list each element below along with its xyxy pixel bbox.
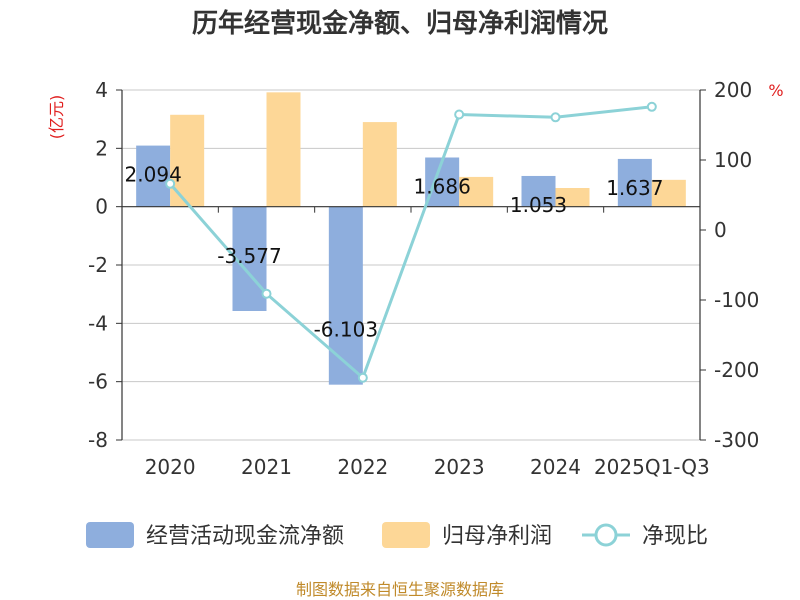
y-left-axis-label: (亿元) <box>47 95 66 140</box>
bar-cash <box>425 157 460 207</box>
ratio-point <box>454 109 465 120</box>
ratio-line <box>169 105 652 381</box>
ratio-point <box>550 112 561 123</box>
y-left-tick-label: -4 <box>88 311 108 335</box>
bar-cash <box>617 158 652 207</box>
y-right-tick-label: -100 <box>714 288 759 312</box>
axis-layer: 4 2 0 -2 -4 -6 -8 200 100 0 -100 -200 -300 2020 2021 20… <box>88 78 759 479</box>
y-left-tick-label: 2 <box>95 136 108 160</box>
ratio-point <box>261 288 272 299</box>
bar-profit <box>651 179 686 207</box>
grid-layer <box>122 89 700 441</box>
source-note: 制图数据来自恒生聚源数据库 <box>296 580 504 599</box>
y-right-axis-label: % <box>768 81 783 100</box>
bar-data-label: 1.686 <box>414 174 471 198</box>
bar-data-label: -3.577 <box>217 244 281 268</box>
chart-title: 历年经营现金净额、归母净利润情况 <box>192 8 608 39</box>
y-right-tick-label: 200 <box>714 78 752 102</box>
legend[interactable]: 经营活动现金流净额 归母净利润 净现比 <box>86 522 708 549</box>
data-label-layer: 2.094 -3.577 -6.103 1.686 1.053 1.637 <box>125 163 664 342</box>
legend-label-cash: 经营活动现金流净额 <box>146 524 344 549</box>
ratio-point <box>646 101 657 112</box>
x-tick-label: 2024 <box>530 455 581 479</box>
bar-profit <box>459 176 494 207</box>
bar-profit <box>362 122 397 207</box>
bar-data-label: 1.637 <box>606 176 663 200</box>
legend-label-ratio: 净现比 <box>642 524 708 549</box>
y-right-tick-label: 0 <box>714 218 727 242</box>
legend-swatch-cash <box>86 522 134 548</box>
legend-label-profit: 归母净利润 <box>442 524 552 549</box>
bar-cash <box>521 175 556 207</box>
bar-profit <box>170 114 205 207</box>
x-tick-label: 2023 <box>434 455 485 479</box>
y-right-tick-label: -200 <box>714 358 759 382</box>
legend-swatch-ratio-marker <box>594 523 618 547</box>
bar-profit <box>266 92 301 207</box>
y-left-tick-label: -6 <box>88 370 108 394</box>
bar-cash <box>136 145 171 207</box>
bar-data-label: -6.103 <box>314 318 378 342</box>
bar-profit <box>555 188 590 207</box>
bar-layer <box>136 92 686 385</box>
ratio-point <box>165 178 176 189</box>
y-left-tick-label: -2 <box>88 253 108 277</box>
bar-cash <box>328 206 363 385</box>
legend-item-cash[interactable]: 经营活动现金流净额 <box>86 522 344 549</box>
legend-item-profit[interactable]: 归母净利润 <box>382 522 552 549</box>
x-tick-label: 2020 <box>145 455 196 479</box>
y-right-tick-label: -300 <box>714 428 759 452</box>
legend-swatch-profit <box>382 522 430 548</box>
y-right-tick-label: 100 <box>714 148 752 172</box>
y-left-tick-label: 0 <box>95 195 108 219</box>
x-tick-label: 2025Q1-Q3 <box>594 455 710 479</box>
bar-cash <box>232 206 267 311</box>
x-tick-label: 2022 <box>337 455 388 479</box>
x-tick-label: 2021 <box>241 455 292 479</box>
y-left-tick-label: -8 <box>88 428 108 452</box>
ratio-point <box>357 372 368 383</box>
line-layer <box>165 101 657 383</box>
legend-item-ratio[interactable]: 净现比 <box>582 523 708 549</box>
bar-data-label: 1.053 <box>510 193 567 217</box>
bar-data-label: 2.094 <box>125 163 182 187</box>
y-left-tick-label: 4 <box>95 78 108 102</box>
